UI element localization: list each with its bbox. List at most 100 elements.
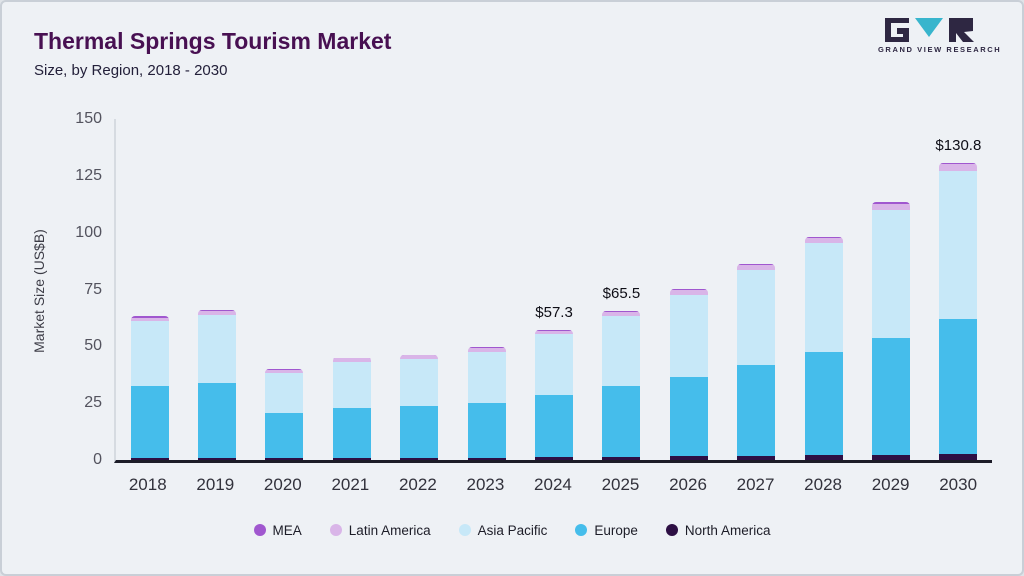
segment-asia-pacific	[130, 321, 169, 387]
legend-label-north-america: North America	[684, 522, 771, 538]
segment-europe	[535, 394, 574, 458]
segment-latin-america	[737, 265, 776, 271]
legend-item-mea: MEA	[253, 523, 302, 538]
segment-latin-america	[198, 310, 237, 315]
segment-asia-pacific	[871, 209, 910, 338]
gvr-logo-icon	[885, 18, 974, 42]
segment-latin-america	[939, 164, 978, 171]
bar-column-2023	[453, 119, 520, 460]
segment-asia-pacific	[669, 294, 708, 377]
segment-asia-pacific	[467, 351, 506, 403]
segment-mea	[332, 357, 371, 359]
bar-column-2024: $57.3	[520, 119, 587, 460]
bar-column-2029	[857, 119, 924, 460]
segment-asia-pacific	[939, 170, 978, 320]
segment-mea	[130, 316, 169, 318]
segment-mea	[265, 369, 304, 370]
segment-mea	[602, 311, 641, 313]
x-axis-labels: 2018 2019 2020 2021 2022 2023 2024 2025 2026 2027…	[114, 470, 992, 500]
segment-europe	[130, 386, 169, 458]
stacked-bar-2022	[400, 354, 439, 460]
legend-item-latin-america: Latin America	[329, 522, 431, 538]
gvr-logo: GRAND VIEW RESEARCH	[878, 18, 1000, 54]
x-axis-label-2027: 2027	[736, 475, 775, 494]
segment-mea	[669, 289, 708, 291]
segment-north-america	[669, 456, 708, 460]
y-tick-0: 0	[93, 451, 102, 468]
segment-north-america	[400, 457, 439, 460]
segment-asia-pacific	[804, 243, 843, 353]
x-axis-label-2021: 2021	[331, 475, 370, 494]
segment-mea	[939, 162, 978, 165]
chart-subtitle: Size, by Region, 2018 - 2030	[34, 62, 228, 79]
y-tick-25: 25	[84, 394, 102, 412]
legend-label-europe: Europe	[594, 522, 638, 538]
x-axis-label-2018: 2018	[128, 475, 167, 494]
stacked-bar-2027	[737, 264, 776, 460]
x-axis-label-2019: 2019	[196, 475, 235, 494]
y-tick-50: 50	[84, 337, 102, 355]
segment-asia-pacific	[400, 358, 439, 407]
legend-dot-asia-pacific	[458, 524, 471, 536]
x-axis-label-2030: 2030	[939, 475, 978, 494]
segment-north-america	[737, 455, 776, 460]
segment-mea	[804, 236, 843, 238]
segment-north-america	[939, 454, 978, 460]
segment-mea	[737, 264, 776, 266]
y-axis-title: Market Size (US$B)	[31, 229, 47, 353]
segment-latin-america	[535, 330, 574, 335]
bar-column-2025: $65.5	[588, 119, 655, 460]
stacked-bar-2023	[467, 347, 506, 460]
legend-item-europe: Europe	[575, 523, 638, 538]
segment-mea	[535, 329, 574, 331]
bar-column-2028	[790, 119, 857, 460]
segment-latin-america	[332, 358, 371, 362]
stacked-bar-2030	[939, 162, 978, 460]
legend-dot-latin-america	[329, 524, 342, 536]
legend-dot-europe	[575, 524, 588, 536]
logo-letter-v-triangle	[915, 18, 943, 37]
segment-europe	[737, 365, 776, 456]
y-tick-75: 75	[84, 280, 102, 298]
segment-latin-america	[265, 369, 304, 373]
bars-container: $57.3 $65.5 $130.8	[116, 119, 992, 460]
segment-europe	[332, 407, 371, 458]
x-axis-label-2020: 2020	[263, 475, 302, 494]
y-axis-ticks: 0 25 50 75 100 125 150	[75, 110, 992, 468]
stacked-bar-2020	[265, 369, 304, 460]
stacked-bar-2021	[332, 357, 371, 460]
segment-latin-america	[871, 204, 910, 210]
segment-europe	[804, 352, 843, 456]
bar-column-2026	[655, 119, 722, 460]
segment-north-america	[535, 457, 574, 460]
segment-north-america	[130, 457, 169, 460]
plot-area: 0 25 50 75 100 125 150 $57.3 $65.5 $130.8	[75, 110, 992, 468]
x-axis-label-2024: 2024	[534, 475, 572, 494]
segment-asia-pacific	[535, 334, 574, 395]
segment-north-america	[198, 457, 237, 460]
segment-europe	[467, 402, 506, 458]
segment-europe	[265, 412, 304, 459]
segment-asia-pacific	[198, 314, 237, 383]
segment-north-america	[467, 457, 506, 460]
bar-value-label-2030: $130.8	[935, 136, 982, 154]
stacked-bar-2028	[804, 236, 843, 460]
chart-legend: MEA Latin America Asia Pacific Europe North …	[2, 518, 1022, 542]
segment-asia-pacific	[265, 372, 304, 413]
segment-europe	[939, 319, 978, 455]
bar-column-2019	[183, 119, 250, 460]
stacked-bar-2029	[871, 202, 910, 460]
segment-mea	[400, 354, 439, 356]
segment-latin-america	[602, 312, 641, 317]
segment-europe	[602, 386, 641, 457]
stacked-bar-2026	[669, 289, 708, 460]
y-tick-125: 125	[75, 166, 102, 184]
segment-asia-pacific	[602, 316, 641, 387]
legend-label-latin-america: Latin America	[348, 522, 431, 538]
y-tick-150: 150	[75, 110, 102, 127]
bar-column-2030: $130.8	[925, 119, 992, 460]
segment-north-america	[804, 455, 843, 460]
bar-column-2021	[318, 119, 385, 460]
legend-dot-north-america	[665, 524, 678, 536]
